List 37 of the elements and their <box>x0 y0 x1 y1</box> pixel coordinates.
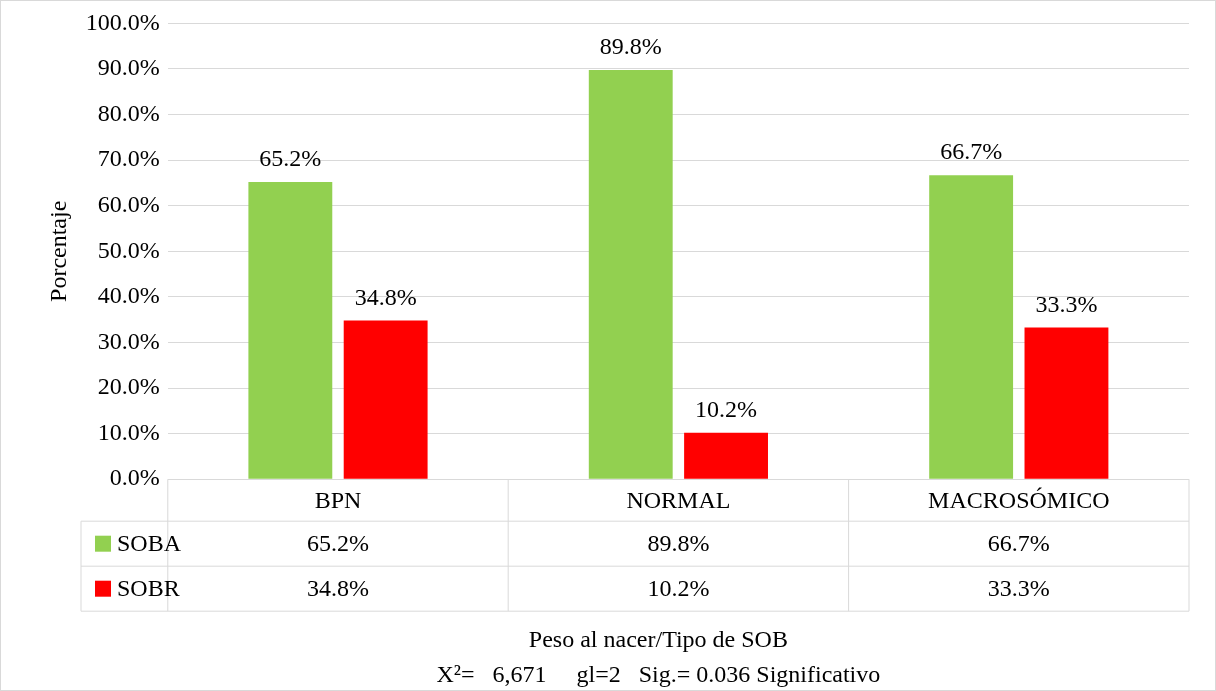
y-tick-label: 0.0% <box>109 464 160 491</box>
x-tick-label: BPN <box>314 486 362 513</box>
text: 65.2% <box>259 145 322 172</box>
y-tick-label: 20.0% <box>97 373 160 400</box>
legend-label: SOBR <box>117 575 180 601</box>
data-label: 10.2% <box>647 575 710 601</box>
data-label: 33.3% <box>987 575 1050 601</box>
bar <box>1024 327 1109 479</box>
y-tick-label: 60.0% <box>97 191 160 218</box>
y-tick-label: 30.0% <box>97 327 160 354</box>
text: 33.3% <box>1035 290 1098 317</box>
y-tick-label: 40.0% <box>97 282 160 309</box>
text: 66.7% <box>940 138 1003 165</box>
bar <box>684 432 768 479</box>
bar <box>248 182 333 479</box>
y-tick-label: 50.0% <box>97 236 160 263</box>
y-axis-title: Porcentaje <box>44 200 71 302</box>
y-tick-label: 100.0% <box>85 8 160 35</box>
legend-label: SOBA <box>117 530 182 556</box>
text: 34.8% <box>354 283 417 310</box>
y-tick-label: 90.0% <box>97 54 160 81</box>
text: 10.2% <box>695 396 758 423</box>
x-tick-label: NORMAL <box>626 486 731 513</box>
y-tick-label: 10.0% <box>97 418 160 445</box>
data-label: 66.7% <box>987 530 1050 556</box>
text: 89.8% <box>599 33 662 60</box>
data-label: 34.8% <box>306 575 369 601</box>
data-label: 89.8% <box>647 530 710 556</box>
data-label: 65.2% <box>306 530 369 556</box>
y-tick-label: 80.0% <box>97 99 160 126</box>
bar <box>588 69 673 479</box>
text: X²= 6,671 gl=2 Sig.= 0.036 Significativo <box>436 661 881 688</box>
y-tick-label: 70.0% <box>97 145 160 172</box>
x-axis-title: Peso al nacer/Tipo de SOB <box>528 626 788 653</box>
x-tick-label: MACROSÓMICO <box>928 486 1110 513</box>
bar <box>929 175 1014 479</box>
bar <box>343 320 428 479</box>
